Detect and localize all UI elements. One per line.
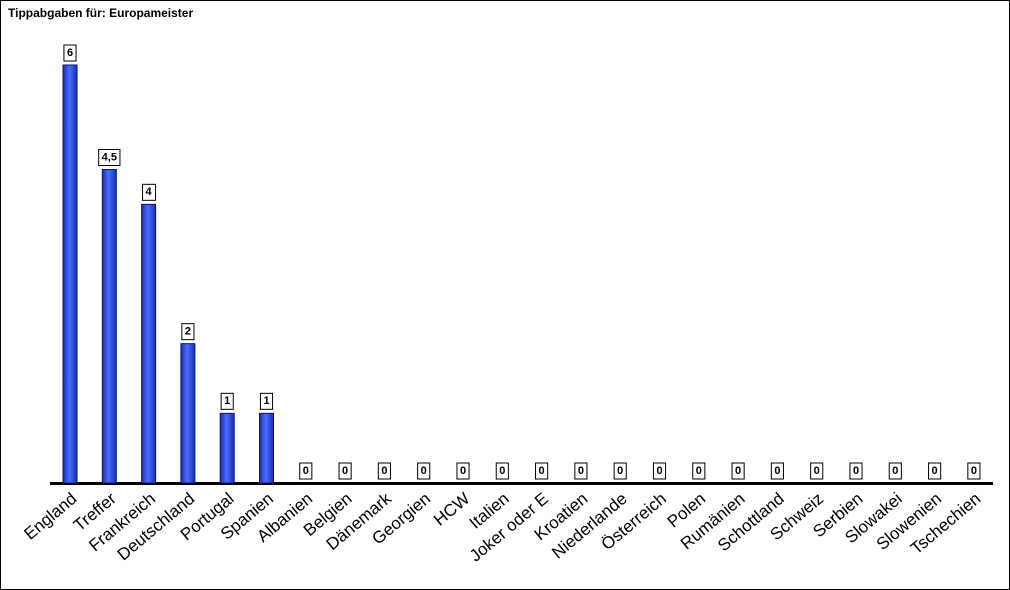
value-label: 0 [303, 465, 309, 477]
value-label: 0 [617, 465, 623, 477]
value-label-box [299, 462, 313, 480]
bar [101, 169, 117, 484]
value-label: 0 [932, 465, 938, 477]
value-label: 0 [460, 465, 466, 477]
value-label: 0 [853, 465, 859, 477]
bar [62, 64, 78, 484]
value-label-box [63, 44, 77, 62]
value-label: 1 [224, 395, 230, 407]
value-label-box [888, 462, 902, 480]
value-label: 0 [971, 465, 977, 477]
value-label-box [574, 462, 588, 480]
value-label-box [98, 149, 121, 166]
bar [259, 412, 274, 484]
value-label: 0 [696, 465, 702, 477]
value-label-box [613, 462, 627, 480]
value-label-box [731, 462, 745, 480]
value-label-box [377, 462, 391, 480]
value-label: 0 [381, 465, 387, 477]
value-label: 0 [735, 465, 741, 477]
value-label-box [928, 462, 942, 480]
value-label: 0 [892, 465, 898, 477]
value-label-box [692, 462, 706, 480]
value-label: 4,5 [102, 151, 117, 163]
value-label-box [810, 462, 824, 480]
value-label-box [142, 183, 157, 201]
bar [180, 343, 196, 484]
value-label-box [652, 462, 667, 480]
value-label-box [535, 462, 549, 480]
value-label-box [259, 392, 274, 410]
value-label-box [967, 462, 981, 480]
value-label-box [417, 462, 431, 480]
value-label-box [770, 462, 784, 480]
value-label: 0 [499, 465, 505, 477]
value-label: 0 [814, 465, 820, 477]
value-label: 0 [578, 465, 584, 477]
bar [141, 203, 157, 484]
value-label-box [338, 462, 352, 480]
value-label-box [849, 462, 863, 480]
value-label: 0 [421, 465, 427, 477]
value-label: 0 [539, 465, 545, 477]
chart-title: Tippabgaben für: Europameister [8, 6, 193, 20]
value-label-box [456, 462, 470, 480]
value-label-box [181, 323, 195, 341]
value-label: 1 [263, 395, 269, 407]
value-label: 2 [185, 326, 191, 338]
value-label: 0 [342, 465, 348, 477]
value-label: 6 [67, 47, 73, 59]
value-label: 0 [774, 465, 780, 477]
value-label-box [495, 462, 509, 480]
value-label-box [220, 392, 234, 410]
value-label: 4 [146, 186, 153, 198]
value-label: 0 [656, 465, 662, 477]
bar [219, 412, 235, 484]
